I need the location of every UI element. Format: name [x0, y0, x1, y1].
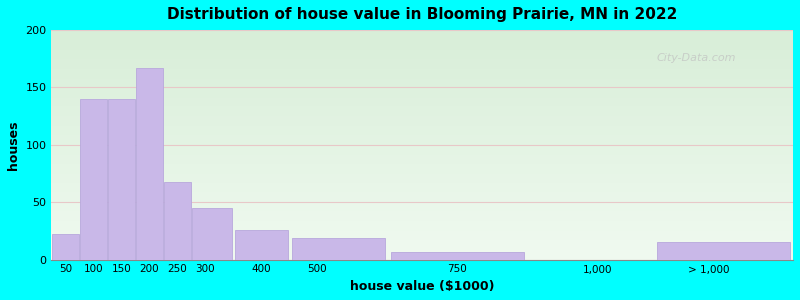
Bar — [52, 234, 78, 260]
Bar — [234, 230, 288, 260]
Title: Distribution of house value in Blooming Prairie, MN in 2022: Distribution of house value in Blooming … — [167, 7, 678, 22]
Bar — [390, 252, 524, 260]
Text: City-Data.com: City-Data.com — [657, 52, 737, 63]
Bar — [136, 68, 162, 260]
Bar — [193, 208, 232, 260]
Y-axis label: houses: houses — [7, 120, 20, 169]
Bar — [657, 242, 790, 260]
X-axis label: house value ($1000): house value ($1000) — [350, 280, 494, 293]
Bar — [164, 182, 190, 260]
Bar — [292, 238, 385, 260]
Bar — [80, 99, 106, 260]
Bar — [108, 99, 134, 260]
